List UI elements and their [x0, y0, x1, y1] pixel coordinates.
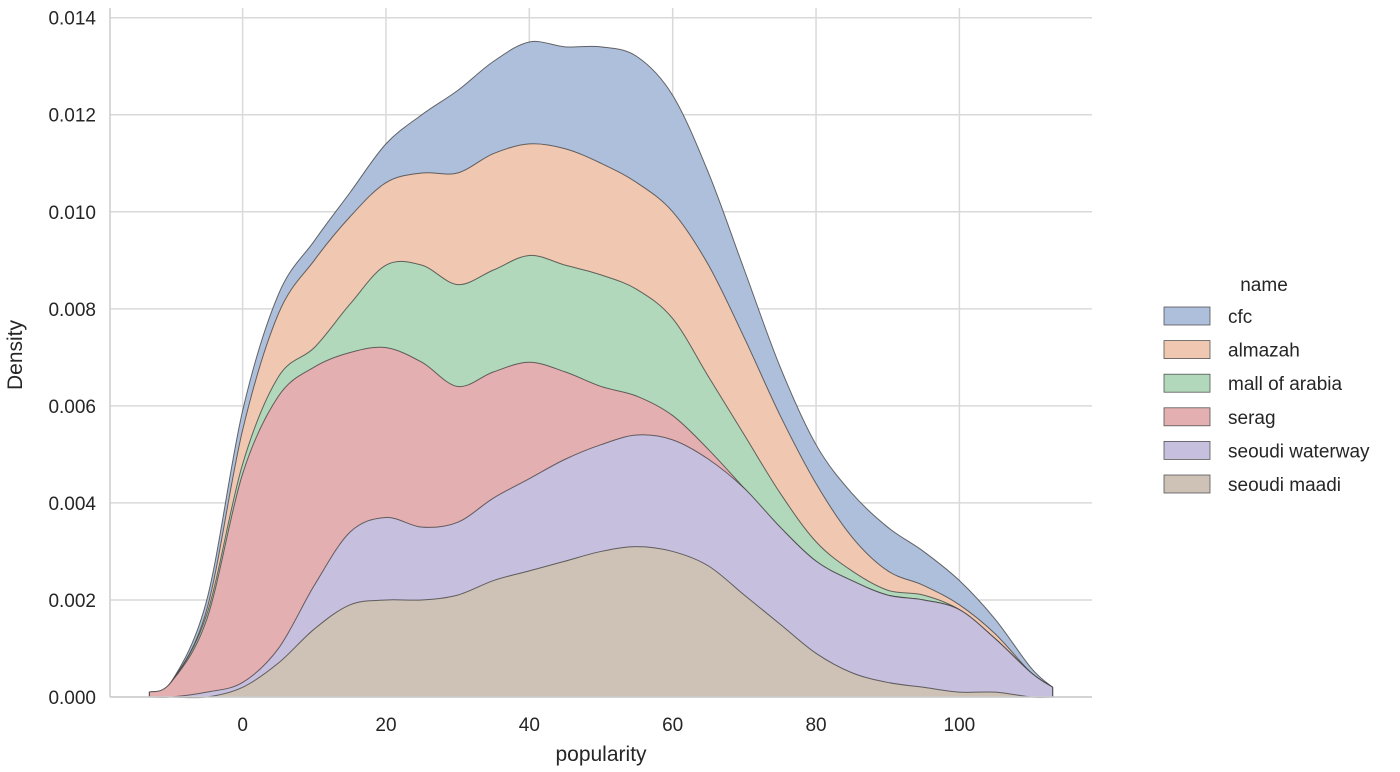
- legend-title: name: [1240, 275, 1288, 296]
- area-seoudi-maadi: [149, 546, 1053, 699]
- y-tick-label: 0.008: [48, 300, 96, 321]
- x-tick-label: 20: [375, 715, 396, 736]
- legend-swatch-almazah: [1164, 340, 1210, 359]
- legend-swatch-mall-of-arabia: [1164, 374, 1210, 393]
- legend-swatch-cfc: [1164, 307, 1210, 325]
- y-tick-label: 0.004: [48, 494, 96, 515]
- x-tick-label: 0: [237, 715, 248, 736]
- legend-swatch-fill: [1163, 340, 1211, 360]
- y-tick-label: 0.010: [48, 203, 96, 224]
- y-tick-label: 0.012: [48, 106, 96, 127]
- y-tick-labels: 0.000 0.002 0.004 0.006 0.008 0.010 0.012 0.014: [48, 9, 96, 709]
- legend-label: serag: [1228, 408, 1276, 429]
- y-tick-label: 0.014: [48, 9, 96, 30]
- legend-label: seoudi maadi: [1228, 475, 1341, 496]
- legend: name cfc almazah mall of arabia serag seoudi…: [1163, 275, 1370, 496]
- legend-label: seoudi waterway: [1228, 441, 1370, 462]
- y-tick-label: 0.002: [48, 591, 96, 612]
- y-tick-label: 0.006: [48, 397, 96, 418]
- legend-label: mall of arabia: [1228, 374, 1342, 395]
- legend-swatch-fill: [1163, 474, 1211, 494]
- legend-label: almazah: [1228, 341, 1300, 362]
- y-tick-label: 0.000: [48, 688, 96, 709]
- legend-swatch-seoudi-waterway: [1164, 441, 1210, 460]
- legend-swatch-fill: [1163, 440, 1211, 460]
- y-axis-label: Density: [4, 319, 27, 390]
- legend-swatch-serag: [1164, 407, 1210, 426]
- legend-swatch-seoudi-maadi: [1164, 475, 1210, 493]
- area-backing-seoudi-maadi: [149, 546, 1053, 698]
- legend-swatch-fill: [1163, 373, 1211, 393]
- plot-area: [148, 40, 1054, 699]
- x-tick-label: 100: [944, 715, 976, 736]
- legend-swatch-fill: [1163, 306, 1211, 326]
- x-axis-label: popularity: [555, 743, 647, 766]
- axis-spines: [109, 8, 1092, 698]
- x-tick-labels: 0 20 40 60 80 100: [237, 715, 975, 736]
- legend-label: cfc: [1228, 307, 1252, 328]
- legend-swatch-fill: [1163, 407, 1211, 427]
- x-tick-label: 60: [662, 715, 683, 736]
- x-tick-label: 40: [519, 715, 540, 736]
- x-tick-label: 80: [805, 715, 826, 736]
